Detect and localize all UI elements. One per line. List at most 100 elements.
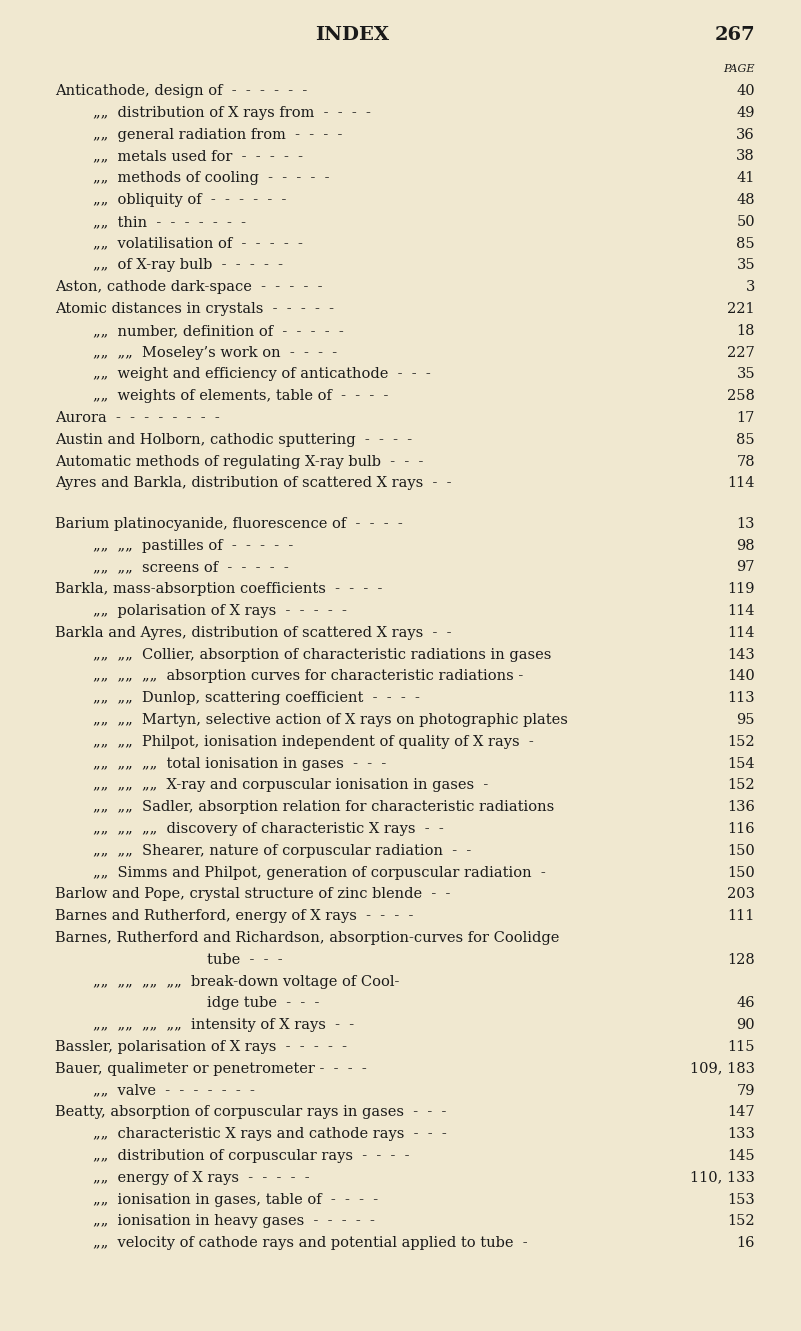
Text: idge tube  -  -  -: idge tube - - - [207, 997, 320, 1010]
Text: Barnes, Rutherford and Richardson, absorption-curves for Coolidge: Barnes, Rutherford and Richardson, absor… [55, 930, 559, 945]
Text: 98: 98 [736, 539, 755, 552]
Text: 40: 40 [736, 84, 755, 98]
Text: „„  „„  screens of  -  -  -  -  -: „„ „„ screens of - - - - - [93, 560, 288, 575]
Text: 221: 221 [727, 302, 755, 315]
Text: 114: 114 [727, 626, 755, 640]
Text: 110, 133: 110, 133 [690, 1171, 755, 1185]
Text: „„  „„  „„  total ionisation in gases  -  -  -: „„ „„ „„ total ionisation in gases - - - [93, 756, 386, 771]
Text: 113: 113 [727, 691, 755, 705]
Text: 109, 183: 109, 183 [690, 1062, 755, 1075]
Text: 150: 150 [727, 865, 755, 880]
Text: 145: 145 [727, 1149, 755, 1163]
Text: 152: 152 [727, 735, 755, 749]
Text: Barlow and Pope, crystal structure of zinc blende  -  -: Barlow and Pope, crystal structure of zi… [55, 888, 450, 901]
Text: 16: 16 [736, 1236, 755, 1250]
Text: 227: 227 [727, 346, 755, 359]
Text: „„  number, definition of  -  -  -  -  -: „„ number, definition of - - - - - [93, 323, 344, 338]
Text: Atomic distances in crystals  -  -  -  -  -: Atomic distances in crystals - - - - - [55, 302, 334, 315]
Text: 153: 153 [727, 1193, 755, 1206]
Text: 154: 154 [727, 756, 755, 771]
Text: 95: 95 [736, 713, 755, 727]
Text: „„  weights of elements, table of  -  -  -  -: „„ weights of elements, table of - - - - [93, 389, 388, 403]
Text: 48: 48 [736, 193, 755, 208]
Text: Aurora  -  -  -  -  -  -  -  -: Aurora - - - - - - - - [55, 411, 219, 425]
Text: „„  „„  pastilles of  -  -  -  -  -: „„ „„ pastilles of - - - - - [93, 539, 293, 552]
Text: 119: 119 [727, 582, 755, 596]
Text: „„  energy of X rays  -  -  -  -  -: „„ energy of X rays - - - - - [93, 1171, 310, 1185]
Text: Austin and Holborn, cathodic sputtering  -  -  -  -: Austin and Holborn, cathodic sputtering … [55, 433, 413, 447]
Text: „„  „„  „„  X-ray and corpuscular ionisation in gases  -: „„ „„ „„ X-ray and corpuscular ionisatio… [93, 779, 489, 792]
Text: 13: 13 [736, 516, 755, 531]
Text: 111: 111 [727, 909, 755, 924]
Text: INDEX: INDEX [316, 27, 389, 44]
Text: 97: 97 [736, 560, 755, 575]
Text: 78: 78 [736, 455, 755, 469]
Text: 267: 267 [714, 27, 755, 44]
Text: „„  Simms and Philpot, generation of corpuscular radiation  -: „„ Simms and Philpot, generation of corp… [93, 865, 545, 880]
Text: Automatic methods of regulating X-ray bulb  -  -  -: Automatic methods of regulating X-ray bu… [55, 455, 424, 469]
Text: „„  „„  „„  „„  break-down voltage of Cool-: „„ „„ „„ „„ break-down voltage of Cool- [93, 974, 400, 989]
Text: 140: 140 [727, 669, 755, 683]
Text: 128: 128 [727, 953, 755, 966]
Text: 136: 136 [727, 800, 755, 815]
Text: 50: 50 [736, 214, 755, 229]
Text: Barium platinocyanide, fluorescence of  -  -  -  -: Barium platinocyanide, fluorescence of -… [55, 516, 403, 531]
Text: 41: 41 [737, 172, 755, 185]
Text: 35: 35 [736, 258, 755, 273]
Text: „„  ionisation in heavy gases  -  -  -  -  -: „„ ionisation in heavy gases - - - - - [93, 1214, 375, 1229]
Text: 49: 49 [736, 105, 755, 120]
Text: „„  general radiation from  -  -  -  -: „„ general radiation from - - - - [93, 128, 342, 141]
Text: Aston, cathode dark-space  -  -  -  -  -: Aston, cathode dark-space - - - - - [55, 281, 323, 294]
Text: „„  volatilisation of  -  -  -  -  -: „„ volatilisation of - - - - - [93, 237, 303, 250]
Text: „„  „„  „„  discovery of characteristic X rays  -  -: „„ „„ „„ discovery of characteristic X r… [93, 823, 444, 836]
Text: „„  obliquity of  -  -  -  -  -  -: „„ obliquity of - - - - - - [93, 193, 287, 208]
Text: 116: 116 [727, 823, 755, 836]
Text: 36: 36 [736, 128, 755, 141]
Text: 85: 85 [736, 433, 755, 447]
Text: Barkla and Ayres, distribution of scattered X rays  -  -: Barkla and Ayres, distribution of scatte… [55, 626, 452, 640]
Text: 258: 258 [727, 389, 755, 403]
Text: 133: 133 [727, 1127, 755, 1141]
Text: Bassler, polarisation of X rays  -  -  -  -  -: Bassler, polarisation of X rays - - - - … [55, 1040, 347, 1054]
Text: „„  valve  -  -  -  -  -  -  -: „„ valve - - - - - - - [93, 1083, 255, 1098]
Text: tube  -  -  -: tube - - - [207, 953, 283, 966]
Text: Beatty, absorption of corpuscular rays in gases  -  -  -: Beatty, absorption of corpuscular rays i… [55, 1105, 446, 1119]
Text: „„  „„  Sadler, absorption relation for characteristic radiations: „„ „„ Sadler, absorption relation for ch… [93, 800, 554, 815]
Text: 90: 90 [736, 1018, 755, 1032]
Text: „„  characteristic X rays and cathode rays  -  -  -: „„ characteristic X rays and cathode ray… [93, 1127, 447, 1141]
Text: 35: 35 [736, 367, 755, 382]
Text: PAGE: PAGE [723, 64, 755, 75]
Text: 46: 46 [736, 997, 755, 1010]
Text: „„  distribution of X rays from  -  -  -  -: „„ distribution of X rays from - - - - [93, 105, 371, 120]
Text: „„  of X-ray bulb  -  -  -  -  -: „„ of X-ray bulb - - - - - [93, 258, 283, 273]
Text: „„  „„  „„  absorption curves for characteristic radiations -: „„ „„ „„ absorption curves for character… [93, 669, 523, 683]
Text: 143: 143 [727, 647, 755, 662]
Text: 147: 147 [727, 1105, 755, 1119]
Text: 203: 203 [727, 888, 755, 901]
Text: 38: 38 [736, 149, 755, 164]
Text: Barnes and Rutherford, energy of X rays  -  -  -  -: Barnes and Rutherford, energy of X rays … [55, 909, 413, 924]
Text: 3: 3 [746, 281, 755, 294]
Text: 150: 150 [727, 844, 755, 857]
Text: 17: 17 [737, 411, 755, 425]
Text: „„  thin  -  -  -  -  -  -  -: „„ thin - - - - - - - [93, 214, 246, 229]
Text: „„  ionisation in gases, table of  -  -  -  -: „„ ionisation in gases, table of - - - - [93, 1193, 378, 1206]
Text: „„  „„  Moseley’s work on  -  -  -  -: „„ „„ Moseley’s work on - - - - [93, 346, 337, 359]
Text: „„  „„  Philpot, ionisation independent of quality of X rays  -: „„ „„ Philpot, ionisation independent of… [93, 735, 533, 749]
Text: „„  polarisation of X rays  -  -  -  -  -: „„ polarisation of X rays - - - - - [93, 604, 347, 618]
Text: „„  „„  Shearer, nature of corpuscular radiation  -  -: „„ „„ Shearer, nature of corpuscular rad… [93, 844, 471, 857]
Text: 114: 114 [727, 476, 755, 490]
Text: Ayres and Barkla, distribution of scattered X rays  -  -: Ayres and Barkla, distribution of scatte… [55, 476, 452, 490]
Text: 152: 152 [727, 779, 755, 792]
Text: „„  velocity of cathode rays and potential applied to tube  -: „„ velocity of cathode rays and potentia… [93, 1236, 528, 1250]
Text: 79: 79 [736, 1083, 755, 1098]
Text: „„  methods of cooling  -  -  -  -  -: „„ methods of cooling - - - - - [93, 172, 329, 185]
Text: 114: 114 [727, 604, 755, 618]
Text: Anticathode, design of  -  -  -  -  -  -: Anticathode, design of - - - - - - [55, 84, 308, 98]
Text: „„  weight and efficiency of anticathode  -  -  -: „„ weight and efficiency of anticathode … [93, 367, 431, 382]
Text: „„  „„  Dunlop, scattering coefficient  -  -  -  -: „„ „„ Dunlop, scattering coefficient - -… [93, 691, 420, 705]
Text: „„  distribution of corpuscular rays  -  -  -  -: „„ distribution of corpuscular rays - - … [93, 1149, 409, 1163]
Text: „„  „„  Collier, absorption of characteristic radiations in gases: „„ „„ Collier, absorption of characteris… [93, 647, 551, 662]
Text: 18: 18 [736, 323, 755, 338]
Text: „„  „„  „„  „„  intensity of X rays  -  -: „„ „„ „„ „„ intensity of X rays - - [93, 1018, 354, 1032]
